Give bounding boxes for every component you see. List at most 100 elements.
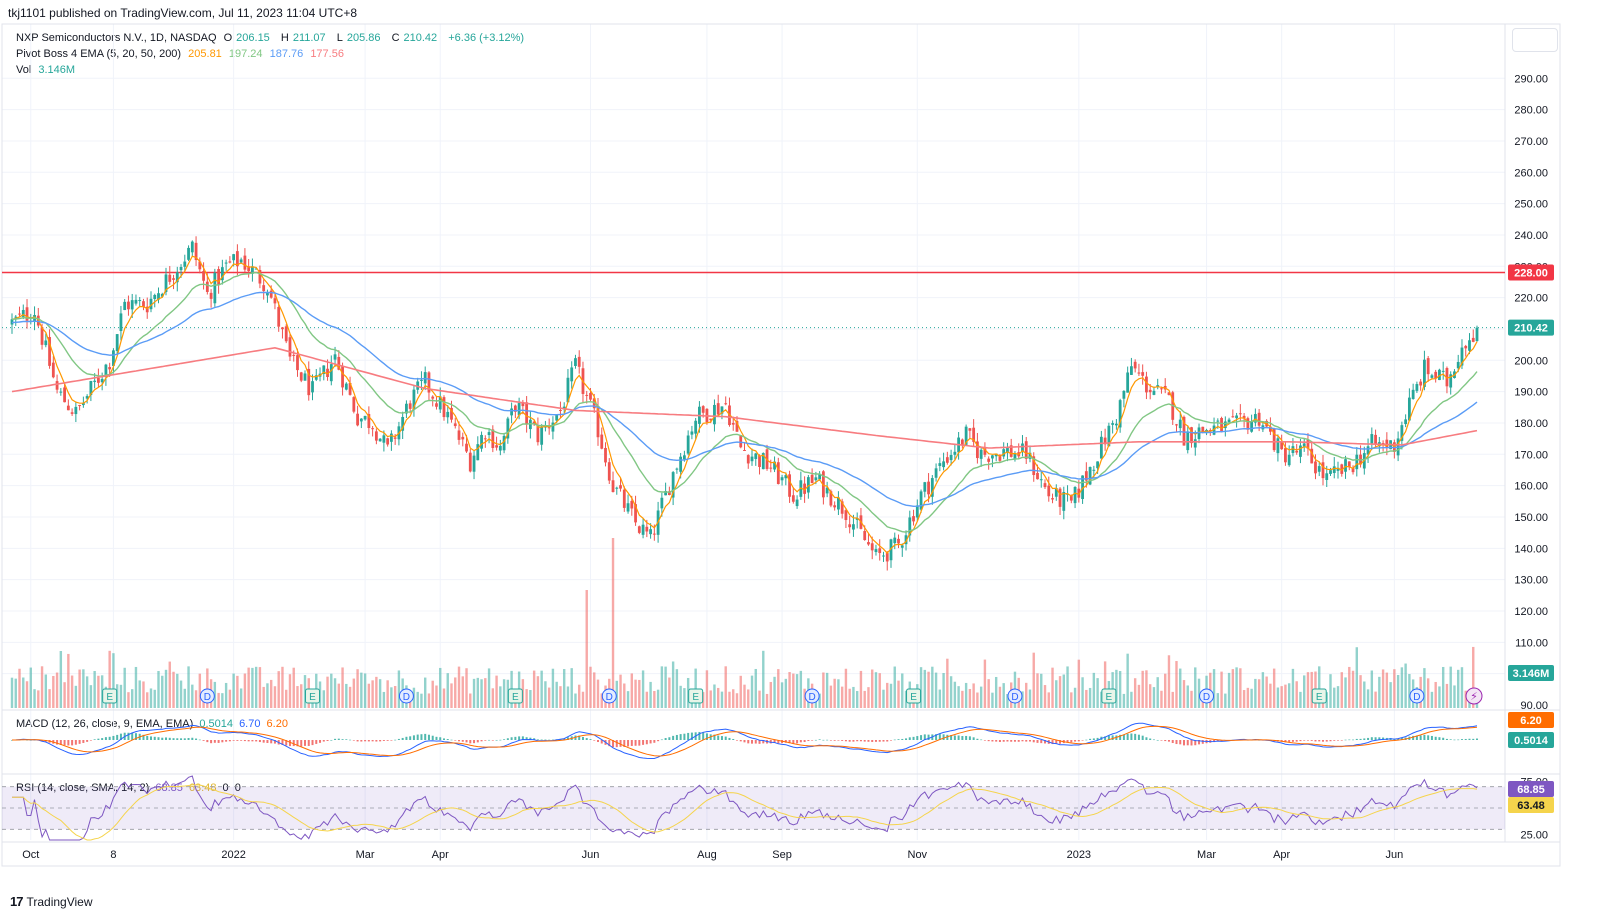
macd-histogram-bar: [322, 740, 325, 742]
macd-histogram-bar: [210, 740, 213, 744]
macd-histogram-bar: [1310, 740, 1313, 741]
macd-histogram-bar: [337, 738, 340, 740]
volume-bar: [300, 684, 303, 708]
macd-histogram-bar: [74, 740, 77, 745]
candle-body: [202, 271, 205, 281]
macd-histogram-bar: [1397, 738, 1400, 740]
volume-bar: [115, 684, 119, 708]
candle-body: [235, 251, 239, 267]
macd-histogram-bar: [597, 740, 599, 742]
candle-body: [81, 402, 85, 406]
candle-body: [589, 392, 592, 400]
volume-bar: [476, 677, 479, 708]
dividend-icon-label: D: [403, 692, 410, 703]
candle-body: [322, 365, 326, 375]
volume-bar: [1032, 652, 1035, 708]
volume-bar: [705, 670, 709, 708]
macd-histogram-bar: [281, 740, 284, 745]
macd-histogram-bar: [717, 735, 720, 740]
volume-bar: [1325, 692, 1328, 708]
macd-histogram-bar: [89, 740, 92, 741]
candle-body: [919, 491, 923, 510]
candle-body: [1317, 466, 1321, 472]
candle-body: [333, 354, 337, 360]
candle-body: [675, 468, 679, 470]
candle-body: [1385, 439, 1389, 448]
footer-brand-text: TradingView: [26, 894, 93, 909]
rsi-legend[interactable]: RSI (14, close, SMA, 14, 2) 68.85 63.48 …: [16, 782, 244, 794]
volume-bar: [1036, 673, 1039, 708]
macd-histogram-bar: [777, 740, 780, 744]
volume-bar: [1133, 678, 1137, 708]
volume-legend[interactable]: Vol 3.146M: [16, 64, 79, 76]
candle-body: [93, 380, 97, 382]
volume-bar: [412, 687, 416, 708]
volume-bar: [1426, 678, 1430, 708]
candle-body: [1107, 425, 1111, 447]
macd-histogram-bar: [965, 735, 968, 740]
price-tick-label: 220.00: [1514, 293, 1548, 305]
macd-histogram-bar: [1032, 740, 1035, 743]
rsi-badge-text: 68.85: [1517, 784, 1545, 796]
volume-bar: [510, 670, 513, 708]
volume-bar: [540, 670, 543, 708]
candle-body: [581, 368, 585, 394]
macd-histogram-bar: [198, 739, 201, 741]
volume-bar: [1295, 681, 1298, 708]
candle-body: [190, 241, 194, 253]
candle-body: [205, 281, 209, 292]
candle-body: [457, 430, 461, 440]
volume-bar: [63, 682, 66, 708]
volume-bar: [578, 684, 581, 708]
volume-bar: [1284, 684, 1287, 708]
symbol-name[interactable]: NXP Semiconductors N.V., 1D, NASDAQ: [16, 32, 217, 44]
ema-legend[interactable]: Pivot Boss 4 EMA (5, 20, 50, 200) 205.81…: [16, 48, 348, 60]
candle-body: [1133, 361, 1137, 369]
volume-bar: [1235, 667, 1238, 708]
time-tick-label: Sep: [772, 849, 792, 861]
macd-histogram-bar: [672, 735, 675, 740]
volume-bar: [352, 678, 356, 708]
macd-histogram-bar: [788, 740, 791, 744]
macd-histogram-bar: [901, 738, 904, 740]
ohlc-open: O 206.15: [223, 32, 270, 44]
volume-bar: [149, 688, 153, 708]
footer-brand[interactable]: 17 TradingView: [10, 894, 93, 909]
volume-bar: [728, 691, 731, 708]
volume-bar: [363, 673, 367, 708]
volume-bar: [780, 682, 784, 708]
macd-histogram-bar: [1115, 735, 1118, 740]
volume-bar: [202, 691, 205, 708]
time-tick-label: 2023: [1067, 849, 1091, 861]
macd-histogram-bar: [405, 736, 408, 740]
volume-bar: [495, 675, 498, 708]
macd-histogram-bar: [315, 740, 318, 744]
chart-settings-box[interactable]: [1512, 28, 1558, 52]
macd-legend[interactable]: MACD (12, 26, close, 9, EMA, EMA) 0.5014…: [16, 718, 291, 730]
candle-body: [660, 497, 664, 509]
macd-histogram-bar: [739, 740, 742, 742]
macd-histogram-bar: [14, 739, 17, 741]
candle-body: [1047, 485, 1051, 497]
macd-histogram-bar: [1205, 740, 1208, 744]
volume-bar: [1175, 661, 1178, 708]
volume-bar: [1152, 687, 1156, 708]
volume-bar: [998, 686, 1002, 708]
macd-histogram-bar: [1096, 737, 1099, 740]
earnings-icon: [102, 688, 118, 704]
macd-histogram-bar: [751, 740, 754, 744]
candle-body: [840, 501, 844, 514]
macd-histogram-bar: [412, 735, 415, 740]
macd-histogram-bar: [1276, 740, 1279, 742]
volume-bar: [318, 681, 322, 708]
volume-bar: [1100, 691, 1103, 708]
candle-body: [145, 306, 149, 313]
earnings-icon-label: E: [1316, 692, 1323, 703]
candle-body: [825, 487, 829, 494]
volume-bar: [401, 678, 404, 708]
macd-signal-line: [12, 725, 1478, 757]
volume-value: 3.146M: [38, 64, 76, 76]
hline-price-badge: [1508, 264, 1554, 281]
tradingview-logo-icon: 17: [10, 894, 24, 909]
